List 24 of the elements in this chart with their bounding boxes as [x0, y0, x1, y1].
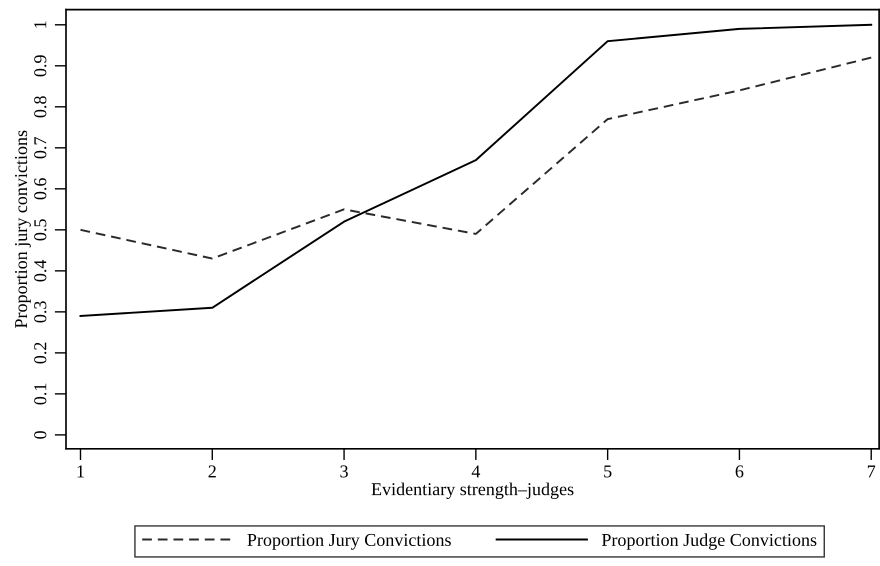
y-tick-label: 0.7 — [34, 137, 46, 158]
x-tick-label: 6 — [736, 465, 744, 478]
x-tick-label: 2 — [208, 465, 216, 478]
y-tick-label: 0.8 — [34, 96, 46, 118]
x-tick-label: 1 — [78, 465, 84, 478]
line-series — [80, 56, 872, 260]
y-tick-label: 0.3 — [34, 301, 46, 322]
x-tick-label: 7 — [868, 466, 876, 478]
y-tick-label: 0.2 — [34, 342, 46, 364]
y-tick-label: 0.1 — [34, 384, 46, 404]
x-tick-label: 4 — [472, 465, 480, 478]
y-tick-label: 0.9 — [34, 55, 46, 76]
text: Proportion Jury Convictions — [247, 534, 451, 550]
y-tick-label: 0.5 — [34, 219, 46, 240]
y-tick-label: 0 — [34, 431, 46, 439]
y-tick-label: 0.4 — [34, 260, 46, 282]
line-series — [80, 24, 872, 317]
legend-label: Proportion Judge Convictions — [602, 533, 816, 550]
x-tick-label: 5 — [604, 466, 612, 478]
y-tick-label: 0.6 — [34, 178, 46, 200]
x-axis-title: Evidentiary strength–judges — [372, 482, 574, 499]
y-tick-label: 1 — [34, 21, 46, 28]
y-axis-title: Proportion jury convictions — [15, 130, 31, 328]
x-tick-label: 3 — [340, 465, 348, 478]
